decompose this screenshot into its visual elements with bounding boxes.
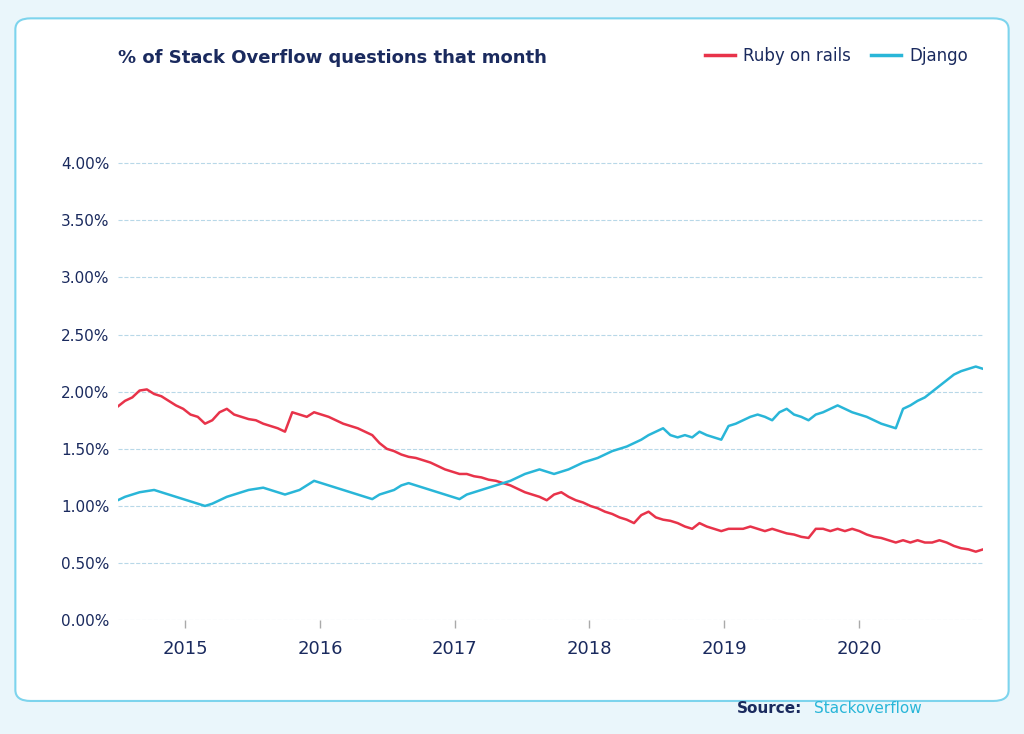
Text: Source:: Source: (737, 701, 803, 716)
Legend: Ruby on rails, Django: Ruby on rails, Django (698, 40, 975, 72)
Text: Stackoverflow: Stackoverflow (814, 701, 922, 716)
Text: % of Stack Overflow questions that month: % of Stack Overflow questions that month (118, 49, 547, 67)
